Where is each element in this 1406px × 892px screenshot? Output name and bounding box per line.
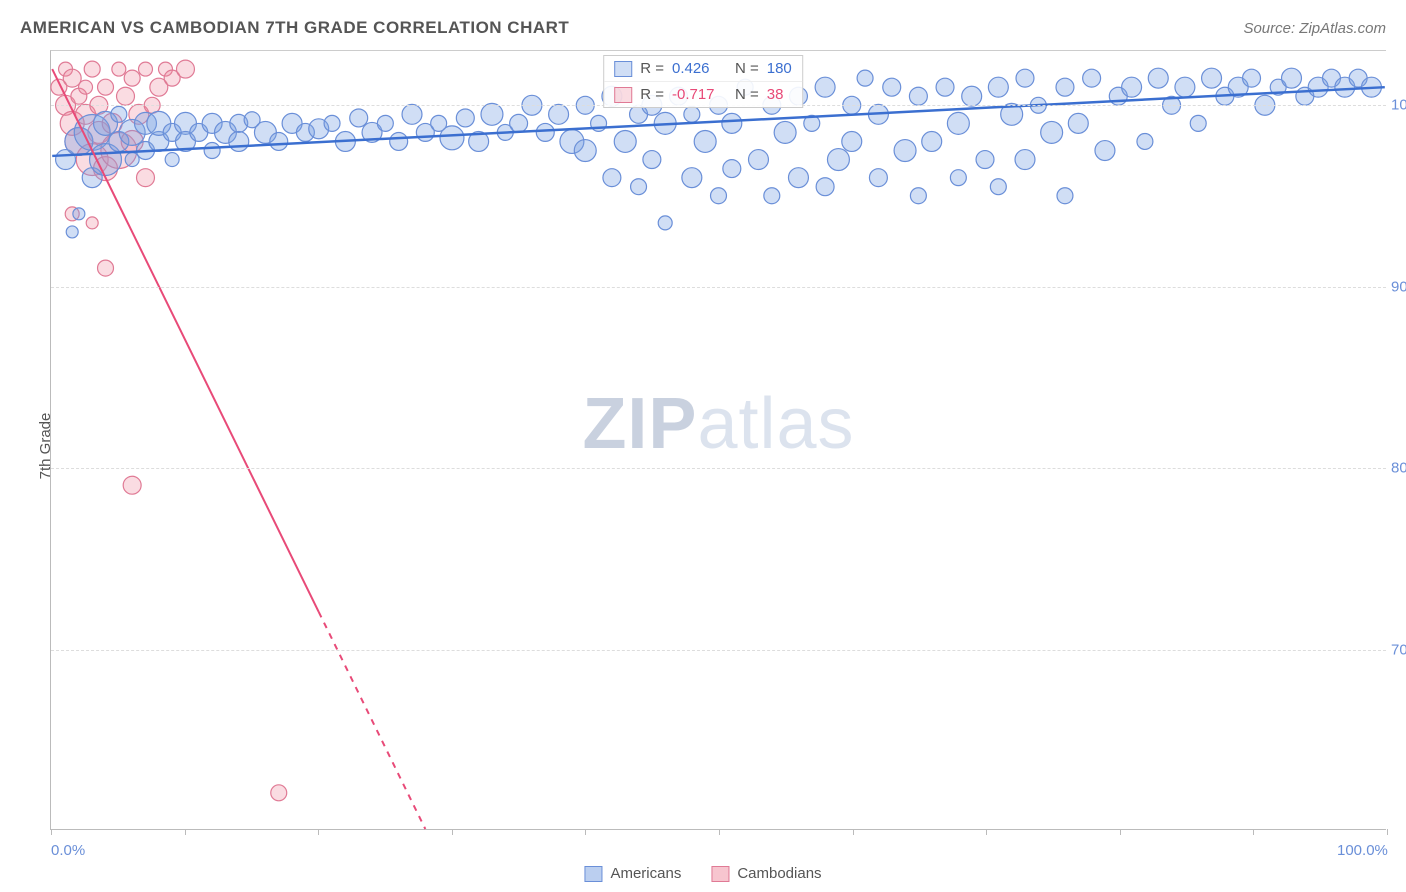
x-tick <box>719 829 720 835</box>
chart-header: AMERICAN VS CAMBODIAN 7TH GRADE CORRELAT… <box>20 18 1386 38</box>
legend-label: Cambodians <box>737 865 821 882</box>
legend-item: Cambodians <box>711 865 821 882</box>
plot-svg <box>51 51 1386 829</box>
y-tick-label: 70.0% <box>1391 641 1406 658</box>
legend-swatch-icon <box>584 866 602 882</box>
chart-source: Source: ZipAtlas.com <box>1243 20 1386 37</box>
legend-bottom: Americans Cambodians <box>584 865 821 882</box>
series-swatch-icon <box>614 87 632 103</box>
gridline <box>51 287 1386 288</box>
x-tick <box>585 829 586 835</box>
plot-area: ZIPatlas 70.0%80.0%90.0%100.0%0.0%100.0% <box>50 50 1386 830</box>
stats-box: R =0.426N =180R =-0.717N =38 <box>603 55 803 108</box>
x-tick-label: 100.0% <box>1337 842 1388 859</box>
x-tick-label: 0.0% <box>51 842 85 859</box>
x-tick <box>853 829 854 835</box>
x-tick <box>318 829 319 835</box>
x-tick <box>51 829 52 835</box>
y-tick-label: 80.0% <box>1391 460 1406 477</box>
x-tick <box>452 829 453 835</box>
stats-row: R =-0.717N =38 <box>604 82 802 107</box>
x-tick <box>986 829 987 835</box>
x-tick <box>1120 829 1121 835</box>
gridline <box>51 468 1386 469</box>
x-tick <box>1387 829 1388 835</box>
x-tick <box>185 829 186 835</box>
legend-label: Americans <box>610 865 681 882</box>
y-tick-label: 90.0% <box>1391 278 1406 295</box>
chart-title: AMERICAN VS CAMBODIAN 7TH GRADE CORRELAT… <box>20 18 569 38</box>
y-tick-label: 100.0% <box>1391 97 1406 114</box>
x-tick <box>1253 829 1254 835</box>
series-swatch-icon <box>614 61 632 77</box>
stats-row: R =0.426N =180 <box>604 56 802 82</box>
chart-container: AMERICAN VS CAMBODIAN 7TH GRADE CORRELAT… <box>0 0 1406 892</box>
legend-item: Americans <box>584 865 681 882</box>
legend-swatch-icon <box>711 866 729 882</box>
gridline <box>51 650 1386 651</box>
